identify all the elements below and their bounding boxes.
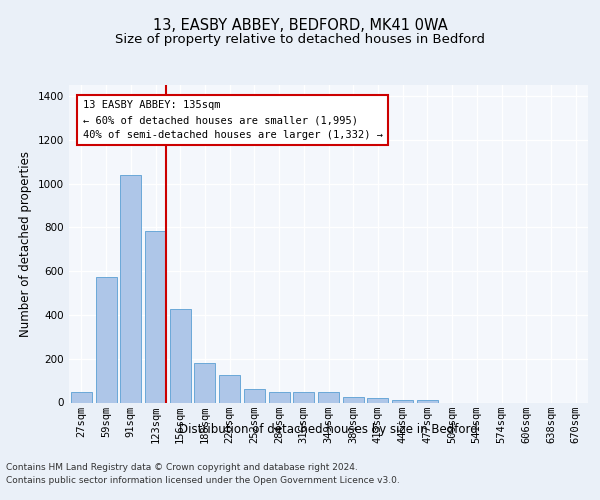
Bar <box>343 396 364 402</box>
Text: Contains public sector information licensed under the Open Government Licence v3: Contains public sector information licen… <box>6 476 400 485</box>
Text: 13, EASBY ABBEY, BEDFORD, MK41 0WA: 13, EASBY ABBEY, BEDFORD, MK41 0WA <box>152 18 448 32</box>
Bar <box>219 374 240 402</box>
Bar <box>318 392 339 402</box>
Bar <box>367 398 388 402</box>
Y-axis label: Number of detached properties: Number of detached properties <box>19 151 32 337</box>
Bar <box>194 362 215 403</box>
Bar <box>95 277 116 402</box>
Bar <box>392 400 413 402</box>
Bar <box>71 392 92 402</box>
Text: Size of property relative to detached houses in Bedford: Size of property relative to detached ho… <box>115 32 485 46</box>
Text: 13 EASBY ABBEY: 135sqm
← 60% of detached houses are smaller (1,995)
40% of semi-: 13 EASBY ABBEY: 135sqm ← 60% of detached… <box>83 100 383 140</box>
Text: Contains HM Land Registry data © Crown copyright and database right 2024.: Contains HM Land Registry data © Crown c… <box>6 462 358 471</box>
Bar <box>170 310 191 402</box>
Text: Distribution of detached houses by size in Bedford: Distribution of detached houses by size … <box>179 422 478 436</box>
Bar <box>293 392 314 402</box>
Bar <box>120 175 141 402</box>
Bar <box>269 392 290 402</box>
Bar <box>244 389 265 402</box>
Bar <box>145 231 166 402</box>
Bar <box>417 400 438 402</box>
